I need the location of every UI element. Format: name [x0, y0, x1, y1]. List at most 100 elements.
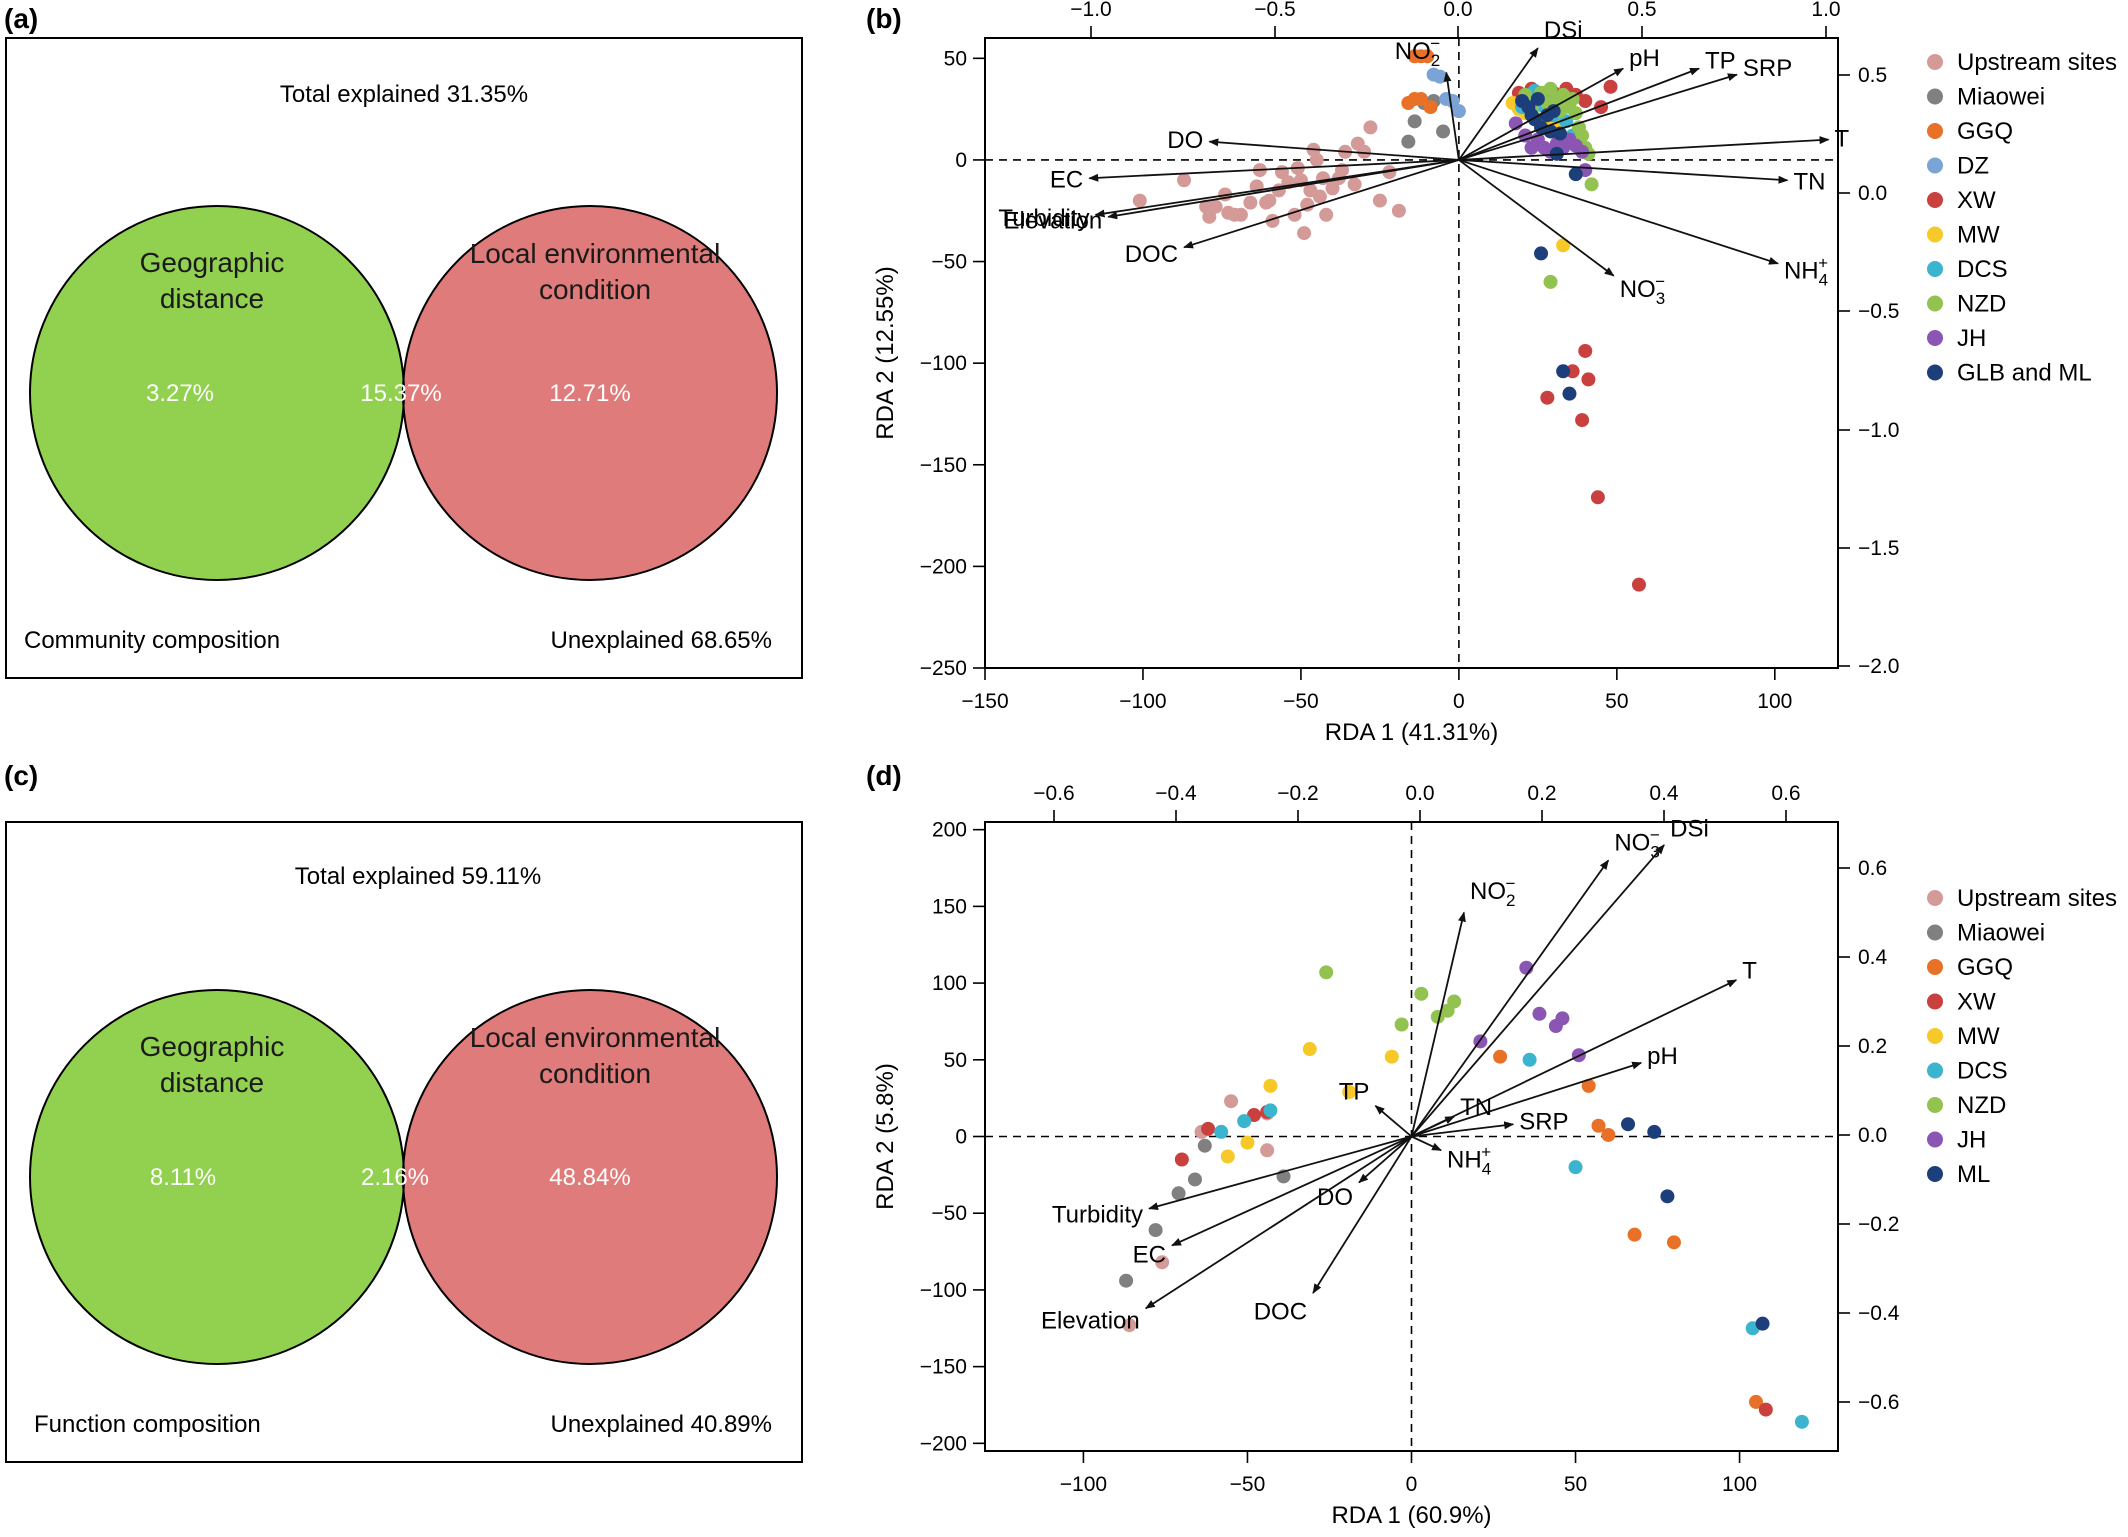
data-point	[1621, 1117, 1636, 1132]
data-point	[1578, 94, 1593, 108]
venn-panel-a: Total explained 31.35% Geographic distan…	[5, 37, 803, 679]
legend-swatch	[1927, 295, 1943, 312]
data-point	[1407, 114, 1422, 129]
x-tick-label: 100	[1722, 1473, 1757, 1496]
legend-label: Upstream sites	[1957, 885, 2117, 912]
top-tick-label: −1.0	[1070, 0, 1111, 21]
arrow-label: DOC	[1254, 1299, 1307, 1326]
legend-swatch	[1927, 1028, 1943, 1044]
arrow-no3	[1458, 159, 1615, 277]
legend-swatch	[1927, 88, 1943, 105]
data-point	[1297, 226, 1312, 241]
data-point	[1432, 69, 1447, 84]
venn-left-title-line1: Geographic	[140, 247, 285, 278]
legend-swatch	[1927, 54, 1943, 70]
arrow-ph	[1411, 1061, 1643, 1138]
right-tick-label: 0.5	[1858, 64, 1887, 87]
arrow-label: T	[1835, 125, 1850, 152]
legend-label: Upstream sites	[1957, 49, 2117, 76]
arrow-t	[1411, 979, 1738, 1138]
arrow-label: Turbidity	[1052, 1201, 1143, 1228]
legend-label: MW	[1957, 222, 2000, 249]
data-point	[1220, 1149, 1235, 1164]
y-axis-label: RDA 2 (5.8%)	[872, 1063, 899, 1210]
data-point	[1591, 1118, 1606, 1133]
panel-label-c: (c)	[4, 760, 38, 791]
arrow-label: NO3−	[1620, 272, 1665, 308]
data-point	[1546, 104, 1561, 119]
arrow-label: SRP	[1743, 55, 1792, 82]
panel-label-b: (b)	[866, 3, 902, 34]
legend-swatch	[1927, 364, 1943, 381]
data-point	[1197, 1138, 1212, 1153]
panel-label-d: (d)	[866, 760, 902, 791]
legend-swatch	[1927, 330, 1943, 346]
data-point	[1647, 1124, 1662, 1139]
arrow-label: EC	[1133, 1242, 1166, 1269]
right-tick-label: 0.2	[1858, 1035, 1887, 1058]
legend-label: GLB and ML	[1957, 360, 2092, 387]
arrow-tp	[1374, 1105, 1413, 1138]
venn-left-title-line2: distance	[160, 283, 264, 314]
venn-footer-right: Unexplained 40.89%	[551, 1411, 773, 1438]
legend-label: JH	[1957, 1127, 1986, 1154]
arrow-do	[1358, 1135, 1413, 1184]
legend-swatch	[1927, 192, 1943, 208]
arrow-label: TN	[1793, 169, 1825, 196]
arrow-no2	[1410, 911, 1466, 1137]
data-point	[1312, 189, 1327, 204]
legend-swatch	[1927, 959, 1943, 975]
venn-overlap-value: 15.37%	[360, 380, 441, 407]
legend-swatch	[1927, 993, 1943, 1010]
legend-swatch	[1927, 1097, 1943, 1113]
legend-label: ML	[1957, 1161, 1990, 1188]
arrow-label: NO2−	[1395, 34, 1440, 70]
data-point	[1155, 1255, 1170, 1270]
arrow-tn	[1411, 1115, 1456, 1138]
data-point	[1413, 91, 1428, 106]
data-point	[1556, 238, 1571, 253]
legend-swatch	[1927, 157, 1943, 174]
data-point	[1794, 1414, 1809, 1429]
data-point	[1394, 1017, 1409, 1032]
legend-label: MW	[1957, 1023, 2000, 1050]
top-tick-label: 0.5	[1627, 0, 1656, 21]
data-point	[1543, 81, 1558, 96]
x-axis-label: RDA 1 (41.31%)	[1325, 719, 1498, 746]
legend-swatch	[1927, 924, 1943, 941]
venn-circle-geographic	[30, 206, 404, 580]
data-point	[1384, 1049, 1399, 1064]
data-point	[1243, 195, 1258, 210]
x-tick-label: −150	[961, 690, 1008, 713]
arrow-label: pH	[1629, 45, 1660, 72]
arrow-dsi	[1410, 844, 1665, 1138]
x-tick-label: 0	[1406, 1473, 1418, 1496]
venn-left-value: 3.27%	[146, 380, 214, 407]
data-point	[1319, 965, 1334, 980]
arrow-tn	[1458, 159, 1789, 184]
data-point	[1347, 177, 1362, 192]
top-tick-label: 0.0	[1443, 0, 1472, 21]
legend-label: DCS	[1957, 1058, 2008, 1085]
data-point	[1556, 364, 1571, 379]
data-point	[1342, 1085, 1357, 1100]
arrow-dsi	[1458, 47, 1539, 161]
data-point	[1423, 100, 1438, 115]
data-point	[1119, 1273, 1134, 1288]
data-point	[1240, 1135, 1255, 1150]
y-tick-label: 0	[955, 149, 967, 172]
right-tick-label: 0.6	[1858, 857, 1887, 880]
arrow-elevation	[1107, 159, 1460, 220]
venn-panel-c: Total explained 59.11% Geographic distan…	[5, 821, 803, 1463]
data-point	[1302, 1042, 1317, 1057]
data-point	[1214, 1124, 1229, 1139]
arrow-tp	[1458, 67, 1700, 161]
x-tick-label: −50	[1230, 1473, 1266, 1496]
data-point	[1319, 207, 1334, 222]
venn-footer-left: Community composition	[24, 627, 280, 654]
data-point	[1660, 1189, 1675, 1204]
data-point	[1132, 193, 1147, 208]
data-point	[1363, 120, 1378, 135]
data-point	[1262, 193, 1277, 208]
legend-label: XW	[1957, 989, 1996, 1016]
